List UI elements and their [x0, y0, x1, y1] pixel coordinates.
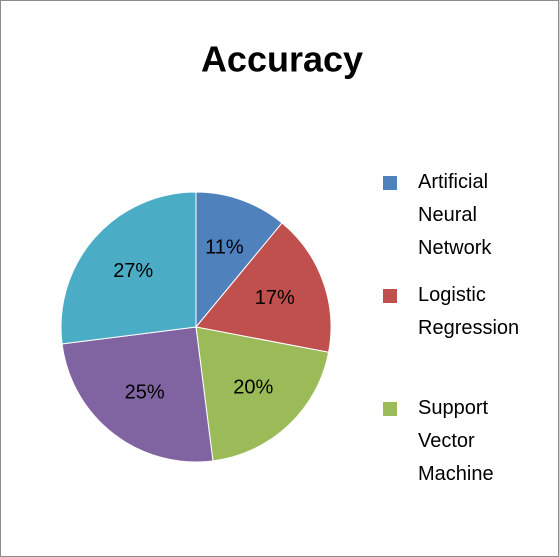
data-label: 20% [233, 376, 273, 398]
legend-swatch [383, 402, 397, 416]
data-label: 11% [205, 237, 244, 259]
data-label: 17% [255, 287, 295, 309]
legend-label: Logistic Regression [418, 284, 519, 339]
data-label: 27% [113, 260, 153, 282]
legend-label: Artificial Neural Network [418, 171, 492, 259]
pie-slice [195, 222, 332, 353]
chart-title: Accuracy [201, 39, 363, 80]
legend-label: Support Vector Machine [418, 397, 494, 485]
pie-slice [195, 326, 330, 462]
pie-slice [60, 191, 197, 345]
pie-slice [61, 326, 214, 463]
data-label: 25% [125, 381, 165, 403]
legend-swatch [383, 289, 397, 303]
legend-swatch [383, 176, 397, 190]
pie-slice [195, 191, 283, 329]
